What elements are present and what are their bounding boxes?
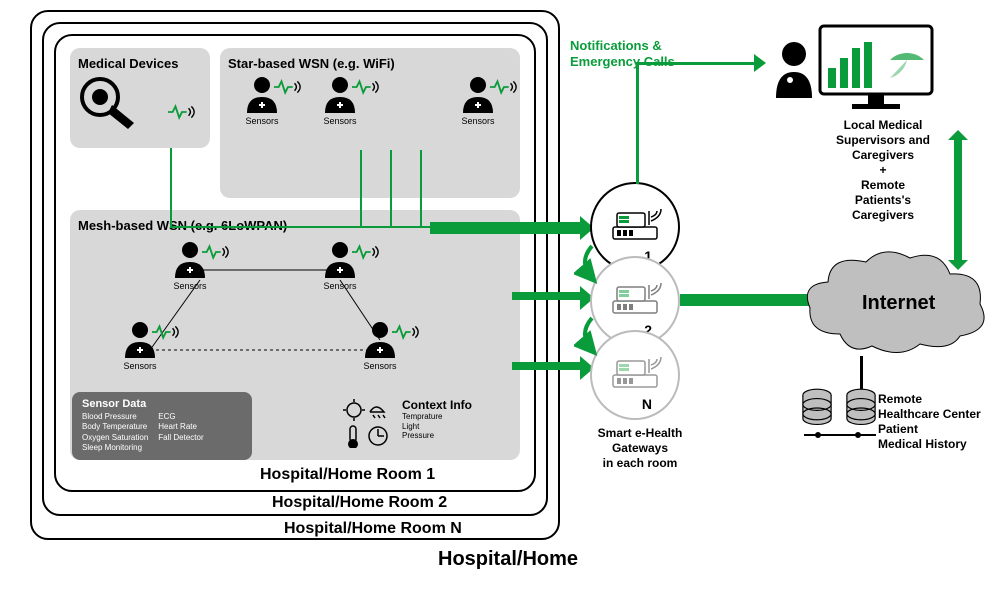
gateway-icon bbox=[605, 207, 665, 247]
context-icons bbox=[340, 398, 398, 448]
sensor-data-title: Sensor Data bbox=[82, 398, 242, 410]
gateway-icon bbox=[605, 281, 665, 321]
medical-devices-title: Medical Devices bbox=[78, 56, 202, 71]
star-sensor-node: Sensors bbox=[232, 75, 292, 126]
mesh-sensor-node: Sensors bbox=[110, 320, 170, 371]
db-icon bbox=[800, 388, 834, 428]
arrow-room-to-gateway-1 bbox=[430, 222, 580, 234]
room-label-2: Hospital/Home Room 2 bbox=[272, 494, 447, 512]
arrow-room-to-gateway-n bbox=[512, 362, 580, 370]
link-line bbox=[170, 148, 172, 228]
arrow-gateway-to-internet bbox=[680, 294, 810, 306]
supervisors-caption: Local Medical Supervisors and Caregivers… bbox=[808, 118, 958, 223]
gateways-caption: Smart e-Health Gateways in each room bbox=[580, 426, 700, 471]
star-wsn-panel: Star-based WSN (e.g. WiFi) Sensors Senso… bbox=[220, 48, 520, 198]
context-info: Context Info Temprature Light Pressure bbox=[340, 398, 510, 448]
mesh-sensor-node: Sensors bbox=[160, 240, 220, 291]
room-label-1: Hospital/Home Room 1 bbox=[260, 466, 435, 484]
link-line bbox=[360, 150, 362, 228]
arrow-room-to-gateway-2 bbox=[512, 292, 580, 300]
db-icon bbox=[844, 388, 878, 428]
mesh-sensor-node: Sensors bbox=[310, 240, 370, 291]
gateway-sync-arrows bbox=[574, 240, 604, 390]
notif-line-v bbox=[636, 62, 639, 184]
databases bbox=[800, 388, 880, 441]
medical-devices-panel: Medical Devices bbox=[70, 48, 210, 148]
remote-caption: Remote Healthcare Center Patient Medical… bbox=[878, 392, 998, 452]
db-network-line bbox=[800, 429, 880, 441]
mesh-sensor-node: Sensors bbox=[350, 320, 410, 371]
medical-device-icon bbox=[78, 75, 148, 135]
sensor-data-panel: Sensor Data Blood Pressure Body Temperat… bbox=[72, 392, 252, 460]
supervisor-block bbox=[770, 18, 970, 123]
link-line bbox=[390, 150, 392, 228]
room-label-n: Hospital/Home Room N bbox=[284, 520, 462, 538]
notifications-label: Notifications & Emergency Calls bbox=[570, 38, 675, 69]
arrow-supervisors-internet bbox=[954, 140, 962, 260]
link-line bbox=[420, 150, 422, 228]
pulse-icon bbox=[168, 104, 196, 120]
star-wsn-title: Star-based WSN (e.g. WiFi) bbox=[228, 56, 512, 71]
gateway-icon bbox=[605, 355, 665, 395]
notif-arrowhead bbox=[754, 54, 766, 72]
internet-label: Internet bbox=[862, 292, 935, 315]
star-sensor-node: Sensors bbox=[310, 75, 370, 126]
star-sensor-node: Sensors bbox=[448, 75, 508, 126]
monitor-icon bbox=[770, 18, 940, 118]
hospital-home-label: Hospital/Home bbox=[438, 548, 578, 571]
